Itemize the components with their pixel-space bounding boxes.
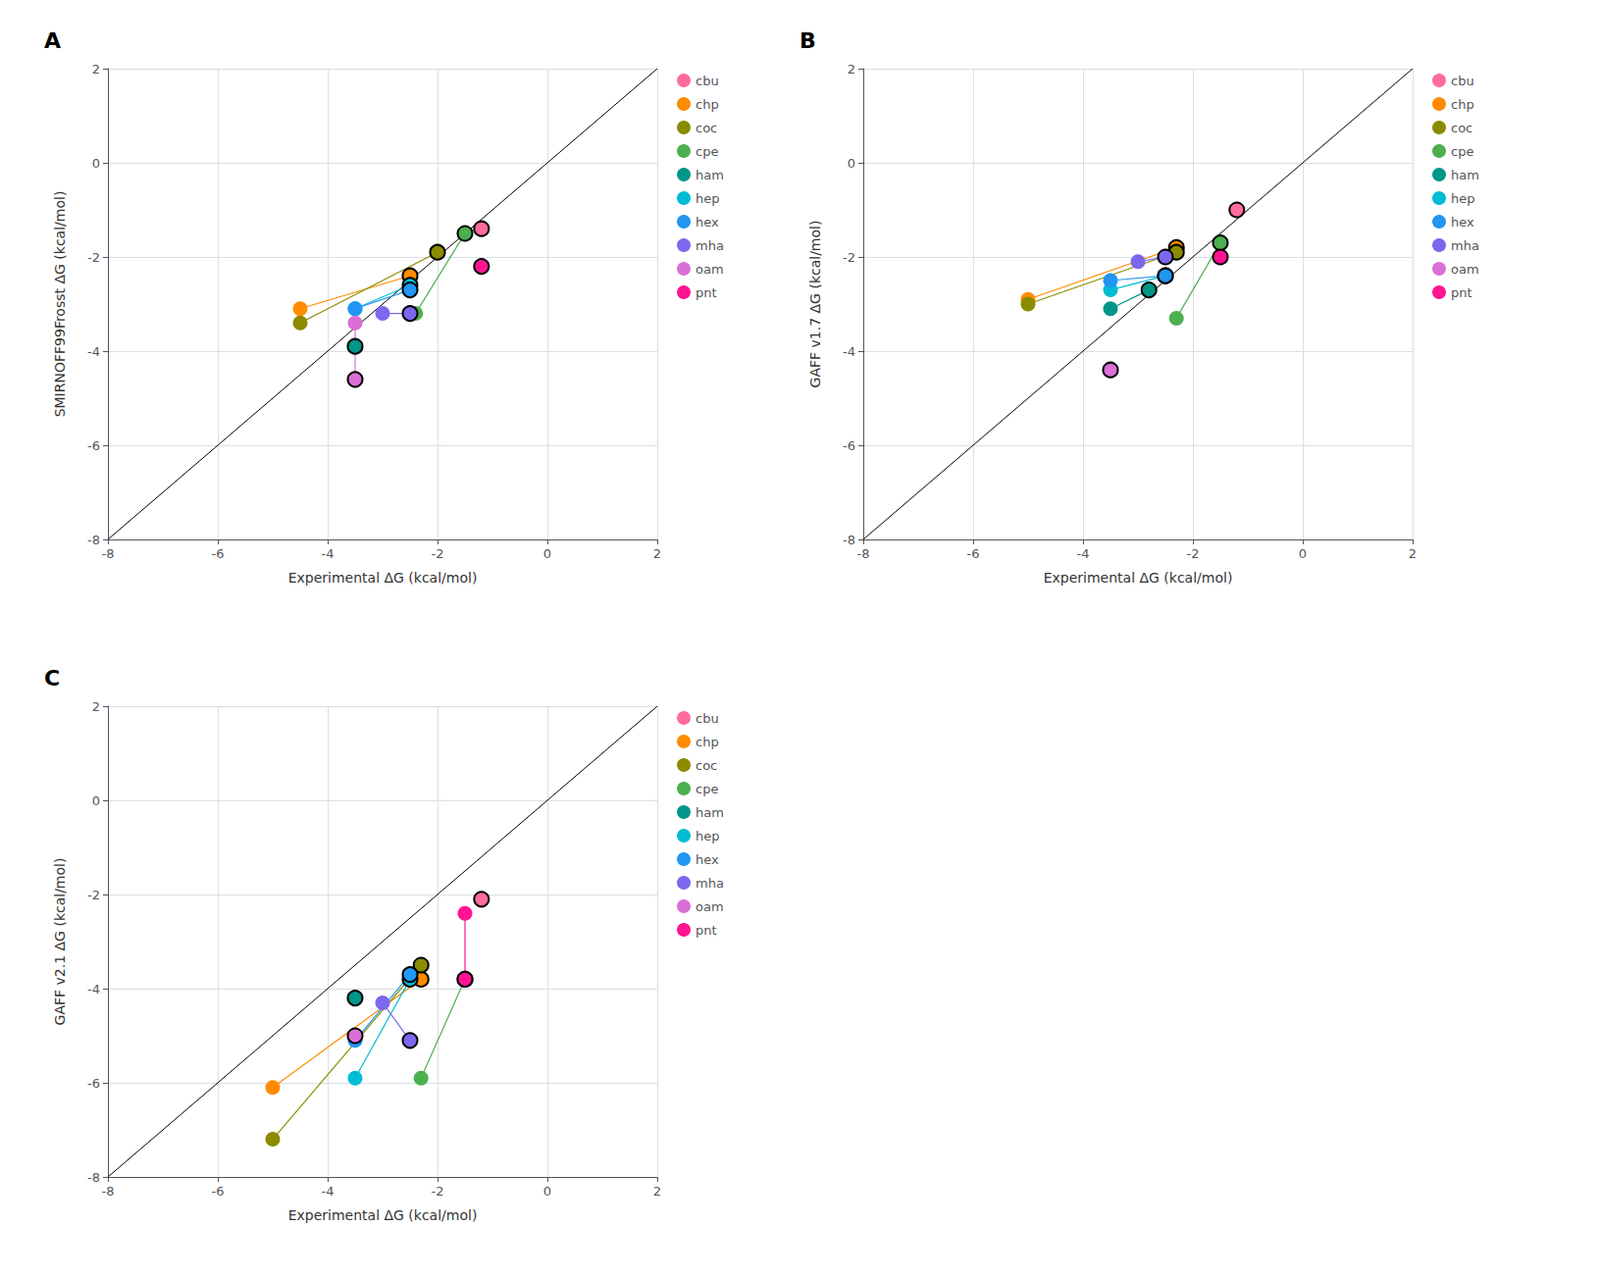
svg-text:cbu: cbu [695, 711, 720, 726]
svg-text:0: 0 [1298, 546, 1307, 562]
svg-text:-8: -8 [842, 532, 856, 548]
svg-text:-8: -8 [857, 546, 871, 562]
svg-text:hex: hex [695, 852, 720, 868]
svg-text:hep: hep [695, 828, 721, 844]
svg-text:2: 2 [653, 1184, 662, 1199]
svg-text:oam: oam [1450, 261, 1480, 277]
svg-text:cpe: cpe [695, 144, 719, 159]
svg-text:coc: coc [695, 758, 718, 774]
svg-text:hep: hep [695, 191, 721, 207]
svg-text:-4: -4 [321, 1184, 335, 1199]
svg-text:-4: -4 [87, 344, 101, 360]
svg-text:Experimental ΔG (kcal/mol): Experimental ΔG (kcal/mol) [1043, 569, 1234, 586]
svg-text:-6: -6 [87, 438, 101, 454]
svg-text:2: 2 [92, 61, 101, 77]
svg-text:-6: -6 [842, 438, 856, 454]
svg-text:mha: mha [1450, 238, 1480, 254]
svg-text:-4: -4 [321, 546, 335, 562]
svg-text:2: 2 [653, 546, 662, 562]
svg-text:cpe: cpe [695, 781, 719, 797]
svg-text:-8: -8 [102, 1184, 115, 1199]
svg-text:hex: hex [1450, 214, 1475, 230]
svg-text:-2: -2 [431, 546, 445, 562]
svg-text:mha: mha [695, 876, 724, 891]
svg-text:-2: -2 [1187, 546, 1200, 562]
svg-text:-6: -6 [211, 546, 225, 562]
svg-text:2: 2 [1408, 546, 1417, 562]
svg-text:-8: -8 [87, 532, 101, 548]
svg-text:Experimental ΔG (kcal/mol): Experimental ΔG (kcal/mol) [288, 569, 478, 586]
svg-text:pnt: pnt [695, 923, 718, 938]
svg-text:pnt: pnt [1450, 285, 1473, 301]
svg-text:cbu: cbu [695, 73, 720, 89]
svg-text:-2: -2 [431, 1184, 445, 1199]
svg-text:-4: -4 [87, 981, 101, 997]
svg-text:chp: chp [695, 734, 720, 750]
svg-text:0: 0 [847, 155, 856, 171]
svg-text:hex: hex [695, 214, 720, 230]
svg-text:-4: -4 [842, 344, 856, 360]
svg-text:0: 0 [92, 155, 101, 171]
svg-text:-8: -8 [87, 1170, 101, 1186]
svg-text:-2: -2 [87, 887, 101, 903]
svg-text:coc: coc [1450, 120, 1473, 136]
svg-text:C: C [44, 666, 60, 691]
svg-text:pnt: pnt [695, 285, 718, 301]
svg-text:ham: ham [695, 805, 724, 821]
svg-text:-2: -2 [87, 250, 101, 265]
svg-text:-6: -6 [87, 1076, 101, 1091]
svg-text:0: 0 [543, 546, 552, 562]
svg-text:oam: oam [695, 261, 724, 277]
svg-text:ham: ham [1450, 167, 1480, 183]
svg-text:-2: -2 [842, 250, 856, 265]
svg-text:hep: hep [1450, 191, 1476, 207]
svg-text:0: 0 [543, 1184, 552, 1199]
svg-text:chp: chp [695, 97, 720, 112]
svg-text:A: A [44, 28, 61, 53]
svg-text:SMIRNOFF99Frosst ΔG (kcal/mol): SMIRNOFF99Frosst ΔG (kcal/mol) [51, 191, 68, 418]
svg-text:-4: -4 [1077, 546, 1090, 562]
svg-text:mha: mha [695, 238, 724, 254]
svg-text:chp: chp [1450, 97, 1475, 112]
svg-text:2: 2 [92, 699, 101, 715]
svg-text:-6: -6 [211, 1184, 225, 1199]
svg-text:2: 2 [847, 61, 856, 77]
svg-text:GAFF v1.7 ΔG (kcal/mol): GAFF v1.7 ΔG (kcal/mol) [807, 220, 824, 389]
svg-text:coc: coc [695, 120, 718, 136]
svg-text:-6: -6 [967, 546, 981, 562]
svg-text:ham: ham [695, 167, 724, 183]
svg-text:B: B [799, 28, 817, 53]
svg-text:oam: oam [695, 899, 724, 915]
svg-text:GAFF v2.1 ΔG (kcal/mol): GAFF v2.1 ΔG (kcal/mol) [51, 858, 68, 1027]
svg-text:cbu: cbu [1450, 73, 1475, 89]
svg-text:-8: -8 [102, 546, 115, 562]
svg-text:Experimental ΔG (kcal/mol): Experimental ΔG (kcal/mol) [288, 1207, 478, 1224]
svg-text:cpe: cpe [1450, 144, 1474, 159]
svg-text:0: 0 [92, 793, 101, 809]
